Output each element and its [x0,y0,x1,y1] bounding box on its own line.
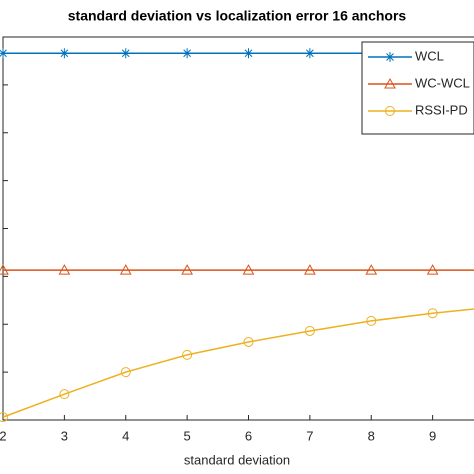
x-tick-label: 3 [61,428,68,443]
chart-title: standard deviation vs localization error… [68,8,407,24]
marker [59,48,70,59]
legend-label: WCL [415,48,444,63]
marker [120,367,131,378]
marker [304,325,315,336]
marker [182,48,193,59]
marker [59,389,70,400]
legend: WCL WC-WCL RSSI-PD [361,41,474,135]
marker [182,349,193,360]
marker [0,264,9,275]
marker [304,264,316,275]
legend-label: RSSI-PD [415,102,468,117]
marker [365,264,378,275]
x-tick-label: 5 [184,428,191,443]
marker [120,48,131,59]
x-tick-label: 8 [368,428,375,443]
marker [426,264,439,275]
marker [0,412,8,423]
x-tick-label: 6 [245,428,252,443]
marker [384,77,396,89]
marker [427,308,438,319]
x-tick-label: 2 [0,428,7,443]
marker [366,315,377,326]
x-tick-label: 7 [306,428,313,443]
marker [304,48,315,59]
marker [242,264,255,275]
marker [385,52,395,62]
marker [119,264,132,275]
marker [181,264,193,275]
marker [58,264,71,275]
x-tick-label: 9 [429,428,436,443]
marker [385,106,395,116]
marker [243,48,254,59]
series-line [2,308,474,418]
marker [243,336,254,347]
x-tick-label: 4 [122,428,129,443]
legend-label: WC-WCL [415,75,470,90]
marker [0,48,8,59]
x-axis-label: standard deviation [184,452,290,467]
